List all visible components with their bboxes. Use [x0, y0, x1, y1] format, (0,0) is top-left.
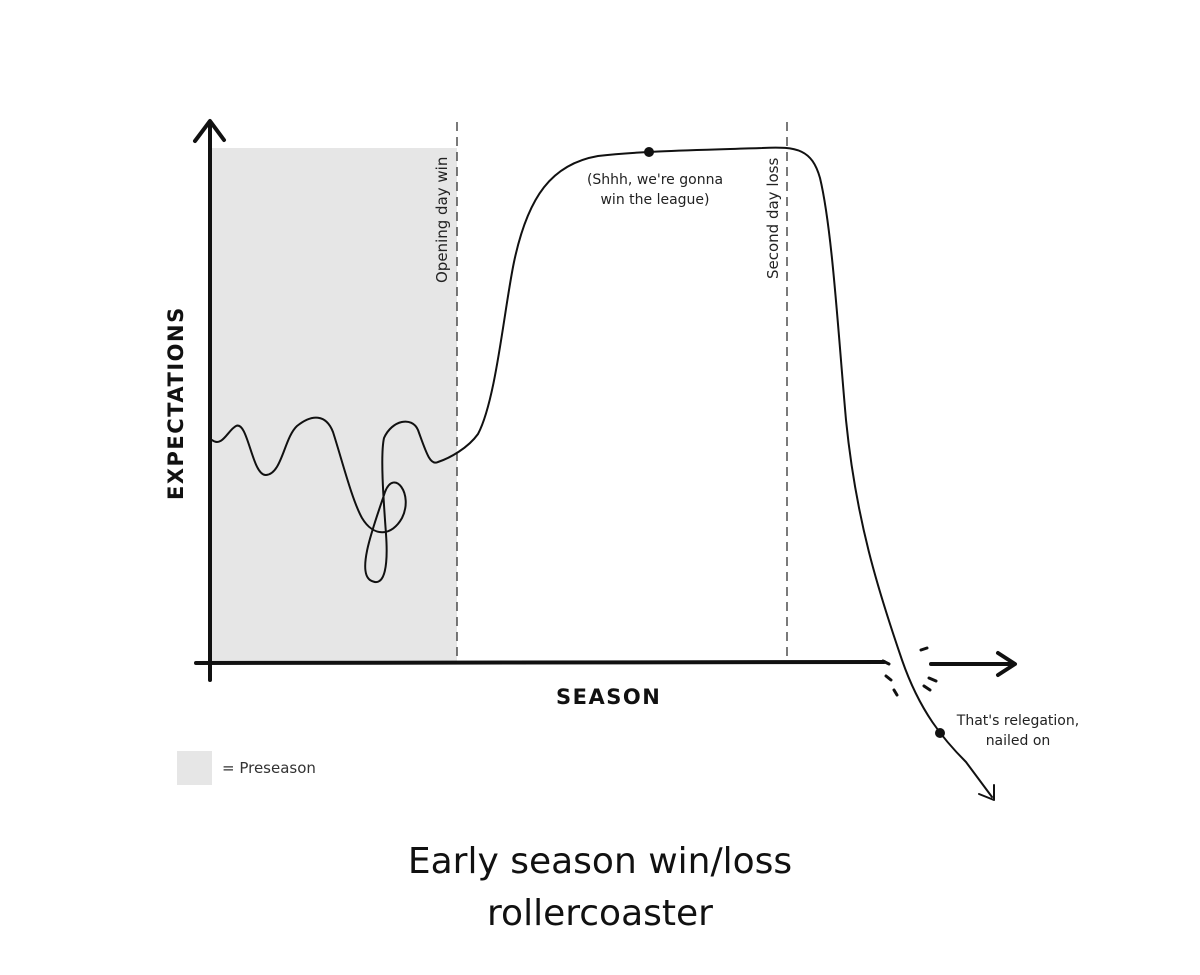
peak-annotation-line1: (Shhh, we're gonna [586, 172, 724, 188]
axis-break-marks [881, 646, 938, 697]
preseason-region [211, 148, 457, 664]
expectations-curve [211, 146, 993, 798]
x-axis-arrowhead [996, 651, 1017, 677]
peak-annotation-line2: win the league) [600, 192, 710, 208]
legend-label: = Preseason [222, 759, 316, 777]
peak-dot [644, 147, 654, 157]
x-axis [194, 660, 886, 665]
relegation-annotation-line1: That's relegation, [956, 713, 1080, 729]
peak-annotation: (Shhh, we're gonna win the league) [572, 170, 738, 210]
legend-swatch [177, 751, 212, 785]
second-day-label: Second day loss [764, 157, 782, 279]
title-line1: Early season win/loss [407, 841, 793, 882]
y-axis-label: EXPECTATIONS [164, 306, 188, 500]
diagram-title: Early season win/loss rollercoaster [0, 836, 1200, 940]
curve-arrowhead [978, 784, 995, 801]
relegation-annotation-line2: nailed on [985, 733, 1051, 749]
y-axis-label-wrap: EXPECTATIONS [164, 306, 194, 500]
legend: = Preseason [177, 751, 316, 785]
opening-day-label: Opening day win [433, 156, 451, 283]
title-line2: rollercoaster [487, 893, 713, 934]
x-axis-label: SEASON [556, 685, 662, 709]
relegation-dot [935, 728, 945, 738]
relegation-annotation: That's relegation, nailed on [940, 711, 1096, 751]
y-axis-arrowhead [193, 119, 226, 143]
